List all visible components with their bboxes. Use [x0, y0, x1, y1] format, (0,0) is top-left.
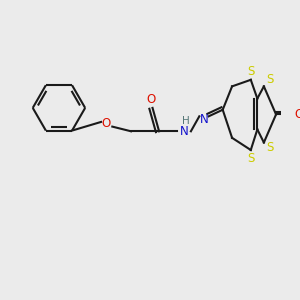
Text: H: H	[182, 116, 190, 126]
Text: S: S	[247, 65, 254, 78]
Text: N: N	[180, 125, 189, 138]
Text: N: N	[200, 112, 208, 126]
Text: O: O	[146, 93, 155, 106]
Text: S: S	[267, 141, 274, 154]
Text: S: S	[247, 152, 254, 165]
Text: O: O	[295, 108, 300, 121]
Text: S: S	[267, 73, 274, 86]
Text: O: O	[101, 117, 110, 130]
